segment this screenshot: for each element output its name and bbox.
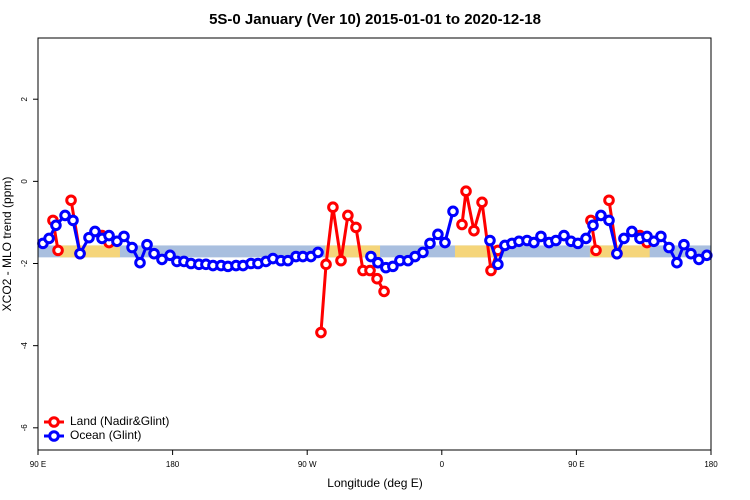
- point: [671, 256, 683, 269]
- point: [371, 272, 383, 285]
- chart-title: 5S-0 January (Ver 10) 2015-01-01 to 2020…: [209, 11, 541, 28]
- point: [320, 258, 332, 271]
- point: [126, 241, 138, 254]
- point: [74, 247, 86, 260]
- point: [485, 264, 497, 277]
- legend-label: Ocean (Glint): [70, 428, 141, 442]
- point: [89, 225, 101, 238]
- point: [164, 249, 176, 262]
- legend-marker: [48, 416, 60, 428]
- point: [572, 237, 584, 250]
- point: [550, 234, 562, 247]
- point: [701, 249, 713, 262]
- legend-marker: [48, 430, 60, 442]
- point: [52, 244, 64, 257]
- x-tick-label: 180: [166, 460, 180, 469]
- legend-label: Land (Nadir&Glint): [70, 414, 169, 428]
- land-band: [59, 245, 120, 258]
- y-tick-label: 0: [20, 179, 29, 184]
- x-tick-label: 90 E: [568, 460, 584, 469]
- point: [59, 209, 71, 222]
- point: [655, 230, 667, 243]
- point: [456, 218, 468, 231]
- land-band: [324, 245, 381, 258]
- x-tick-label: 0: [440, 460, 445, 469]
- point: [447, 205, 459, 218]
- point: [678, 238, 690, 251]
- point: [50, 219, 62, 232]
- y-tick-label: 2: [20, 96, 29, 101]
- y-tick-label: -6: [20, 424, 29, 432]
- point: [587, 219, 599, 232]
- y-tick-label: -2: [20, 259, 29, 267]
- x-tick-label: 90 E: [30, 460, 46, 469]
- x-axis-label: Longitude (deg E): [327, 476, 422, 490]
- point: [364, 264, 376, 277]
- point: [141, 238, 153, 251]
- point: [468, 224, 480, 237]
- y-axis-label: XCO2 - MLO trend (ppm): [0, 177, 14, 312]
- point: [327, 201, 339, 214]
- point: [603, 214, 615, 227]
- point: [387, 260, 399, 273]
- point: [118, 230, 130, 243]
- point: [335, 254, 347, 267]
- y-tick-label: -4: [20, 342, 29, 350]
- point: [460, 185, 472, 198]
- point: [342, 209, 354, 222]
- point: [372, 256, 384, 269]
- point: [492, 258, 504, 271]
- point: [439, 236, 451, 249]
- point: [484, 234, 496, 247]
- point: [134, 256, 146, 269]
- point: [558, 229, 570, 242]
- point: [626, 225, 638, 238]
- point: [618, 232, 630, 245]
- point: [580, 232, 592, 245]
- point: [365, 250, 377, 263]
- x-tick-label: 90 W: [298, 460, 317, 469]
- point: [535, 230, 547, 243]
- mark-layer: [37, 185, 713, 339]
- point: [595, 209, 607, 222]
- point: [43, 232, 55, 245]
- point: [590, 244, 602, 257]
- point: [424, 237, 436, 250]
- point: [67, 214, 79, 227]
- point: [663, 241, 675, 254]
- point: [476, 196, 488, 209]
- point: [417, 246, 429, 259]
- land-band: [454, 245, 500, 258]
- point: [315, 326, 327, 339]
- point: [685, 247, 697, 260]
- point: [611, 247, 623, 260]
- point: [148, 247, 160, 260]
- point: [65, 194, 77, 207]
- plot-frame: [37, 37, 712, 451]
- point: [432, 228, 444, 241]
- point: [528, 236, 540, 249]
- point: [603, 194, 615, 207]
- point: [350, 221, 362, 234]
- x-tick-label: 180: [704, 460, 718, 469]
- point: [312, 246, 324, 259]
- point: [378, 285, 390, 298]
- point: [103, 229, 115, 242]
